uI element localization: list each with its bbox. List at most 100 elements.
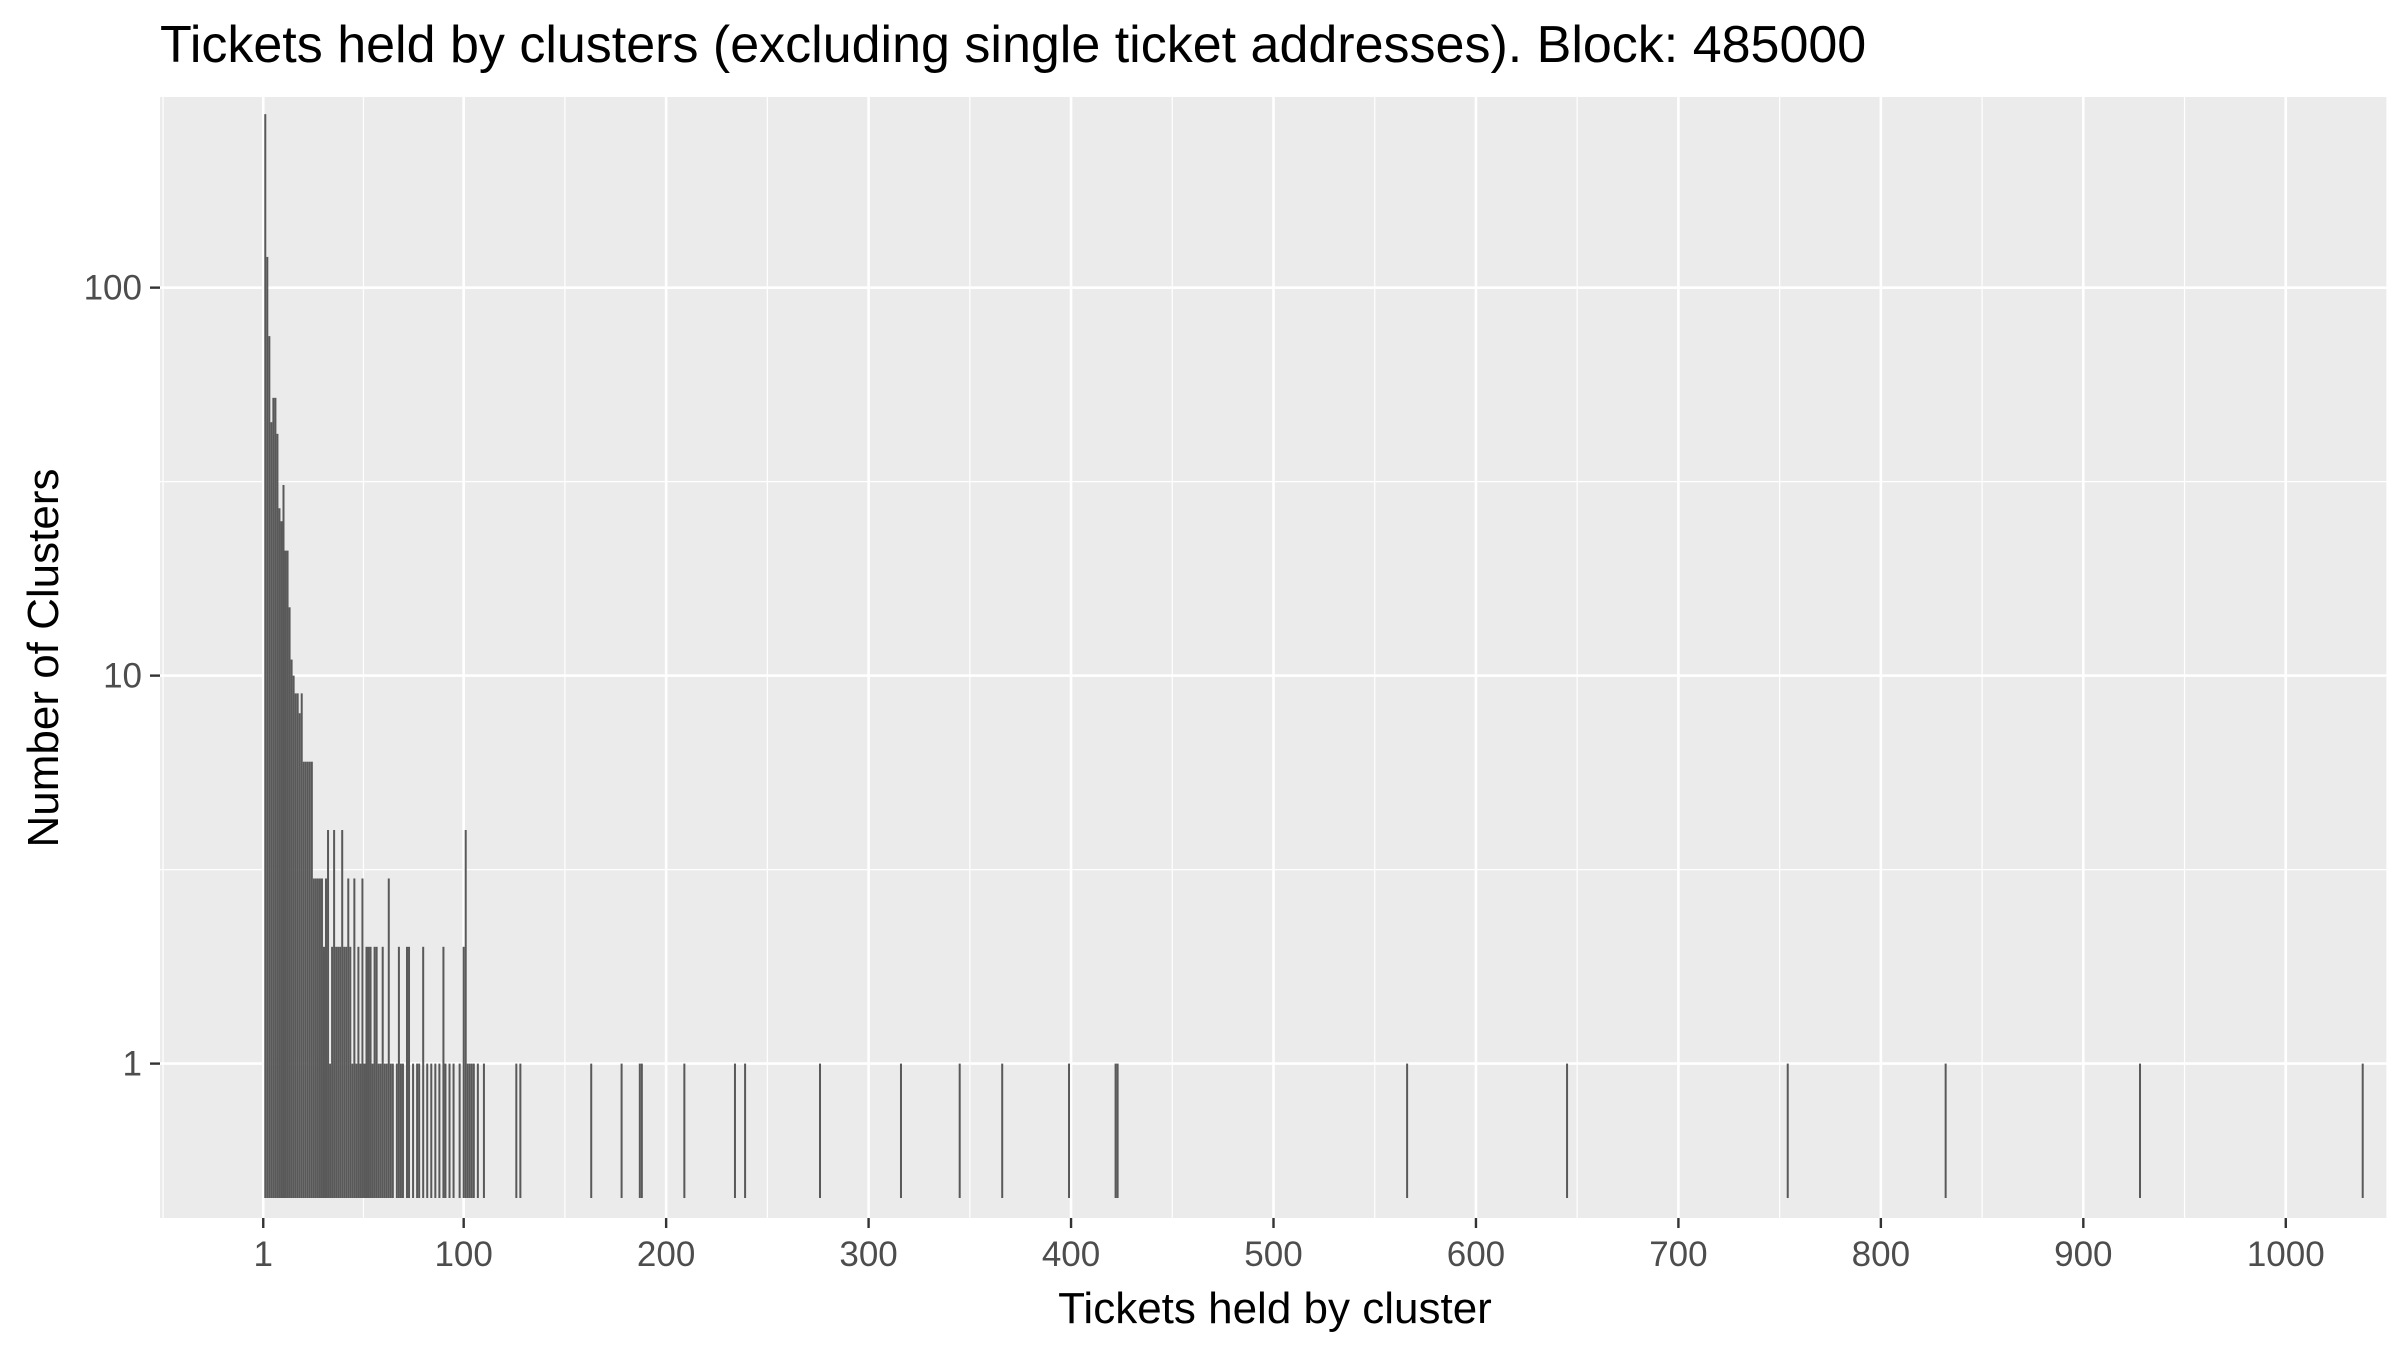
bar [683, 1063, 686, 1198]
bar [1786, 1063, 1789, 1198]
bar [268, 336, 271, 1198]
axes: 1 100 200 300 400 500 600 700 800 900 1000 1 10 100 [84, 269, 2325, 1274]
x-tick-label: 1000 [2247, 1235, 2325, 1274]
bar [331, 946, 334, 1198]
bar [339, 946, 342, 1198]
x-tick-label: 900 [2054, 1235, 2112, 1274]
bar [333, 830, 336, 1198]
bar [270, 422, 273, 1199]
bar [468, 1063, 471, 1198]
x-axis-title: Tickets held by cluster [1058, 1284, 1492, 1333]
bar [355, 1063, 358, 1198]
x-tick-label: 500 [1244, 1235, 1302, 1274]
bar [347, 878, 350, 1198]
bar [294, 693, 297, 1198]
bar [448, 1063, 451, 1198]
bar [381, 946, 384, 1198]
bar [385, 1063, 388, 1198]
bar [286, 550, 289, 1198]
bar [389, 1063, 392, 1198]
bar [312, 878, 315, 1198]
bar [310, 761, 313, 1198]
bar [302, 761, 305, 1198]
bar [345, 946, 348, 1198]
bar [363, 1063, 366, 1198]
bars [264, 114, 2364, 1199]
bar [276, 433, 279, 1198]
bar [391, 1063, 394, 1198]
bar [1566, 1063, 1569, 1198]
bar [300, 693, 303, 1198]
bar [458, 1063, 461, 1198]
bar [369, 946, 372, 1198]
bar [466, 1063, 469, 1198]
bar [620, 1063, 623, 1198]
bar [335, 946, 338, 1198]
bar [958, 1063, 961, 1198]
bar [371, 1063, 374, 1198]
bar [351, 1063, 354, 1198]
bar [470, 1063, 473, 1198]
bar [1114, 1063, 1117, 1198]
x-tick-label: 400 [1042, 1235, 1100, 1274]
bar [349, 946, 352, 1198]
bar [353, 878, 356, 1198]
bar [284, 550, 287, 1198]
bar [2139, 1063, 2142, 1198]
x-tick-label: 200 [637, 1235, 695, 1274]
bar [280, 521, 283, 1198]
bar [638, 1063, 641, 1198]
bar [318, 878, 321, 1198]
bar [365, 946, 368, 1198]
bar [1001, 1063, 1004, 1198]
bar [1406, 1063, 1409, 1198]
bar [472, 1063, 475, 1198]
bar [383, 1063, 386, 1198]
grid-lines [160, 97, 2388, 1218]
bar [308, 761, 311, 1198]
bar [282, 484, 285, 1198]
bar [278, 508, 281, 1198]
bar [640, 1063, 643, 1198]
bar [395, 1063, 398, 1198]
bar [320, 878, 323, 1198]
x-tick-label: 800 [1852, 1235, 1910, 1274]
bar [361, 878, 364, 1198]
bar [306, 761, 309, 1198]
bar [325, 878, 328, 1198]
bar [304, 761, 307, 1198]
x-tick-label: 1 [254, 1235, 273, 1274]
bar [341, 830, 344, 1198]
bar [452, 1063, 455, 1198]
bar [733, 1063, 736, 1198]
bar [288, 607, 291, 1198]
bar [367, 946, 370, 1198]
bar [1116, 1063, 1119, 1198]
bar [290, 659, 293, 1198]
bar [274, 397, 277, 1198]
bar [408, 946, 411, 1198]
bar [590, 1063, 593, 1198]
bar [1944, 1063, 1947, 1198]
bar [462, 946, 465, 1198]
bar [329, 1063, 332, 1198]
bar [442, 946, 445, 1198]
bar [397, 946, 400, 1198]
bar [357, 946, 360, 1198]
bar [422, 946, 425, 1198]
bar [314, 878, 317, 1198]
y-tick-label: 10 [103, 657, 142, 696]
y-axis-title: Number of Clusters [19, 468, 68, 847]
bar [373, 946, 376, 1198]
x-tick-label: 600 [1447, 1235, 1505, 1274]
y-tick-label: 100 [84, 269, 142, 308]
bar [316, 878, 319, 1198]
x-tick-label: 100 [434, 1235, 492, 1274]
bar [359, 1063, 362, 1198]
bar [387, 878, 390, 1198]
y-tick-label: 1 [123, 1045, 142, 1084]
bar [377, 1063, 380, 1198]
bar [899, 1063, 902, 1198]
bar [2361, 1063, 2364, 1198]
